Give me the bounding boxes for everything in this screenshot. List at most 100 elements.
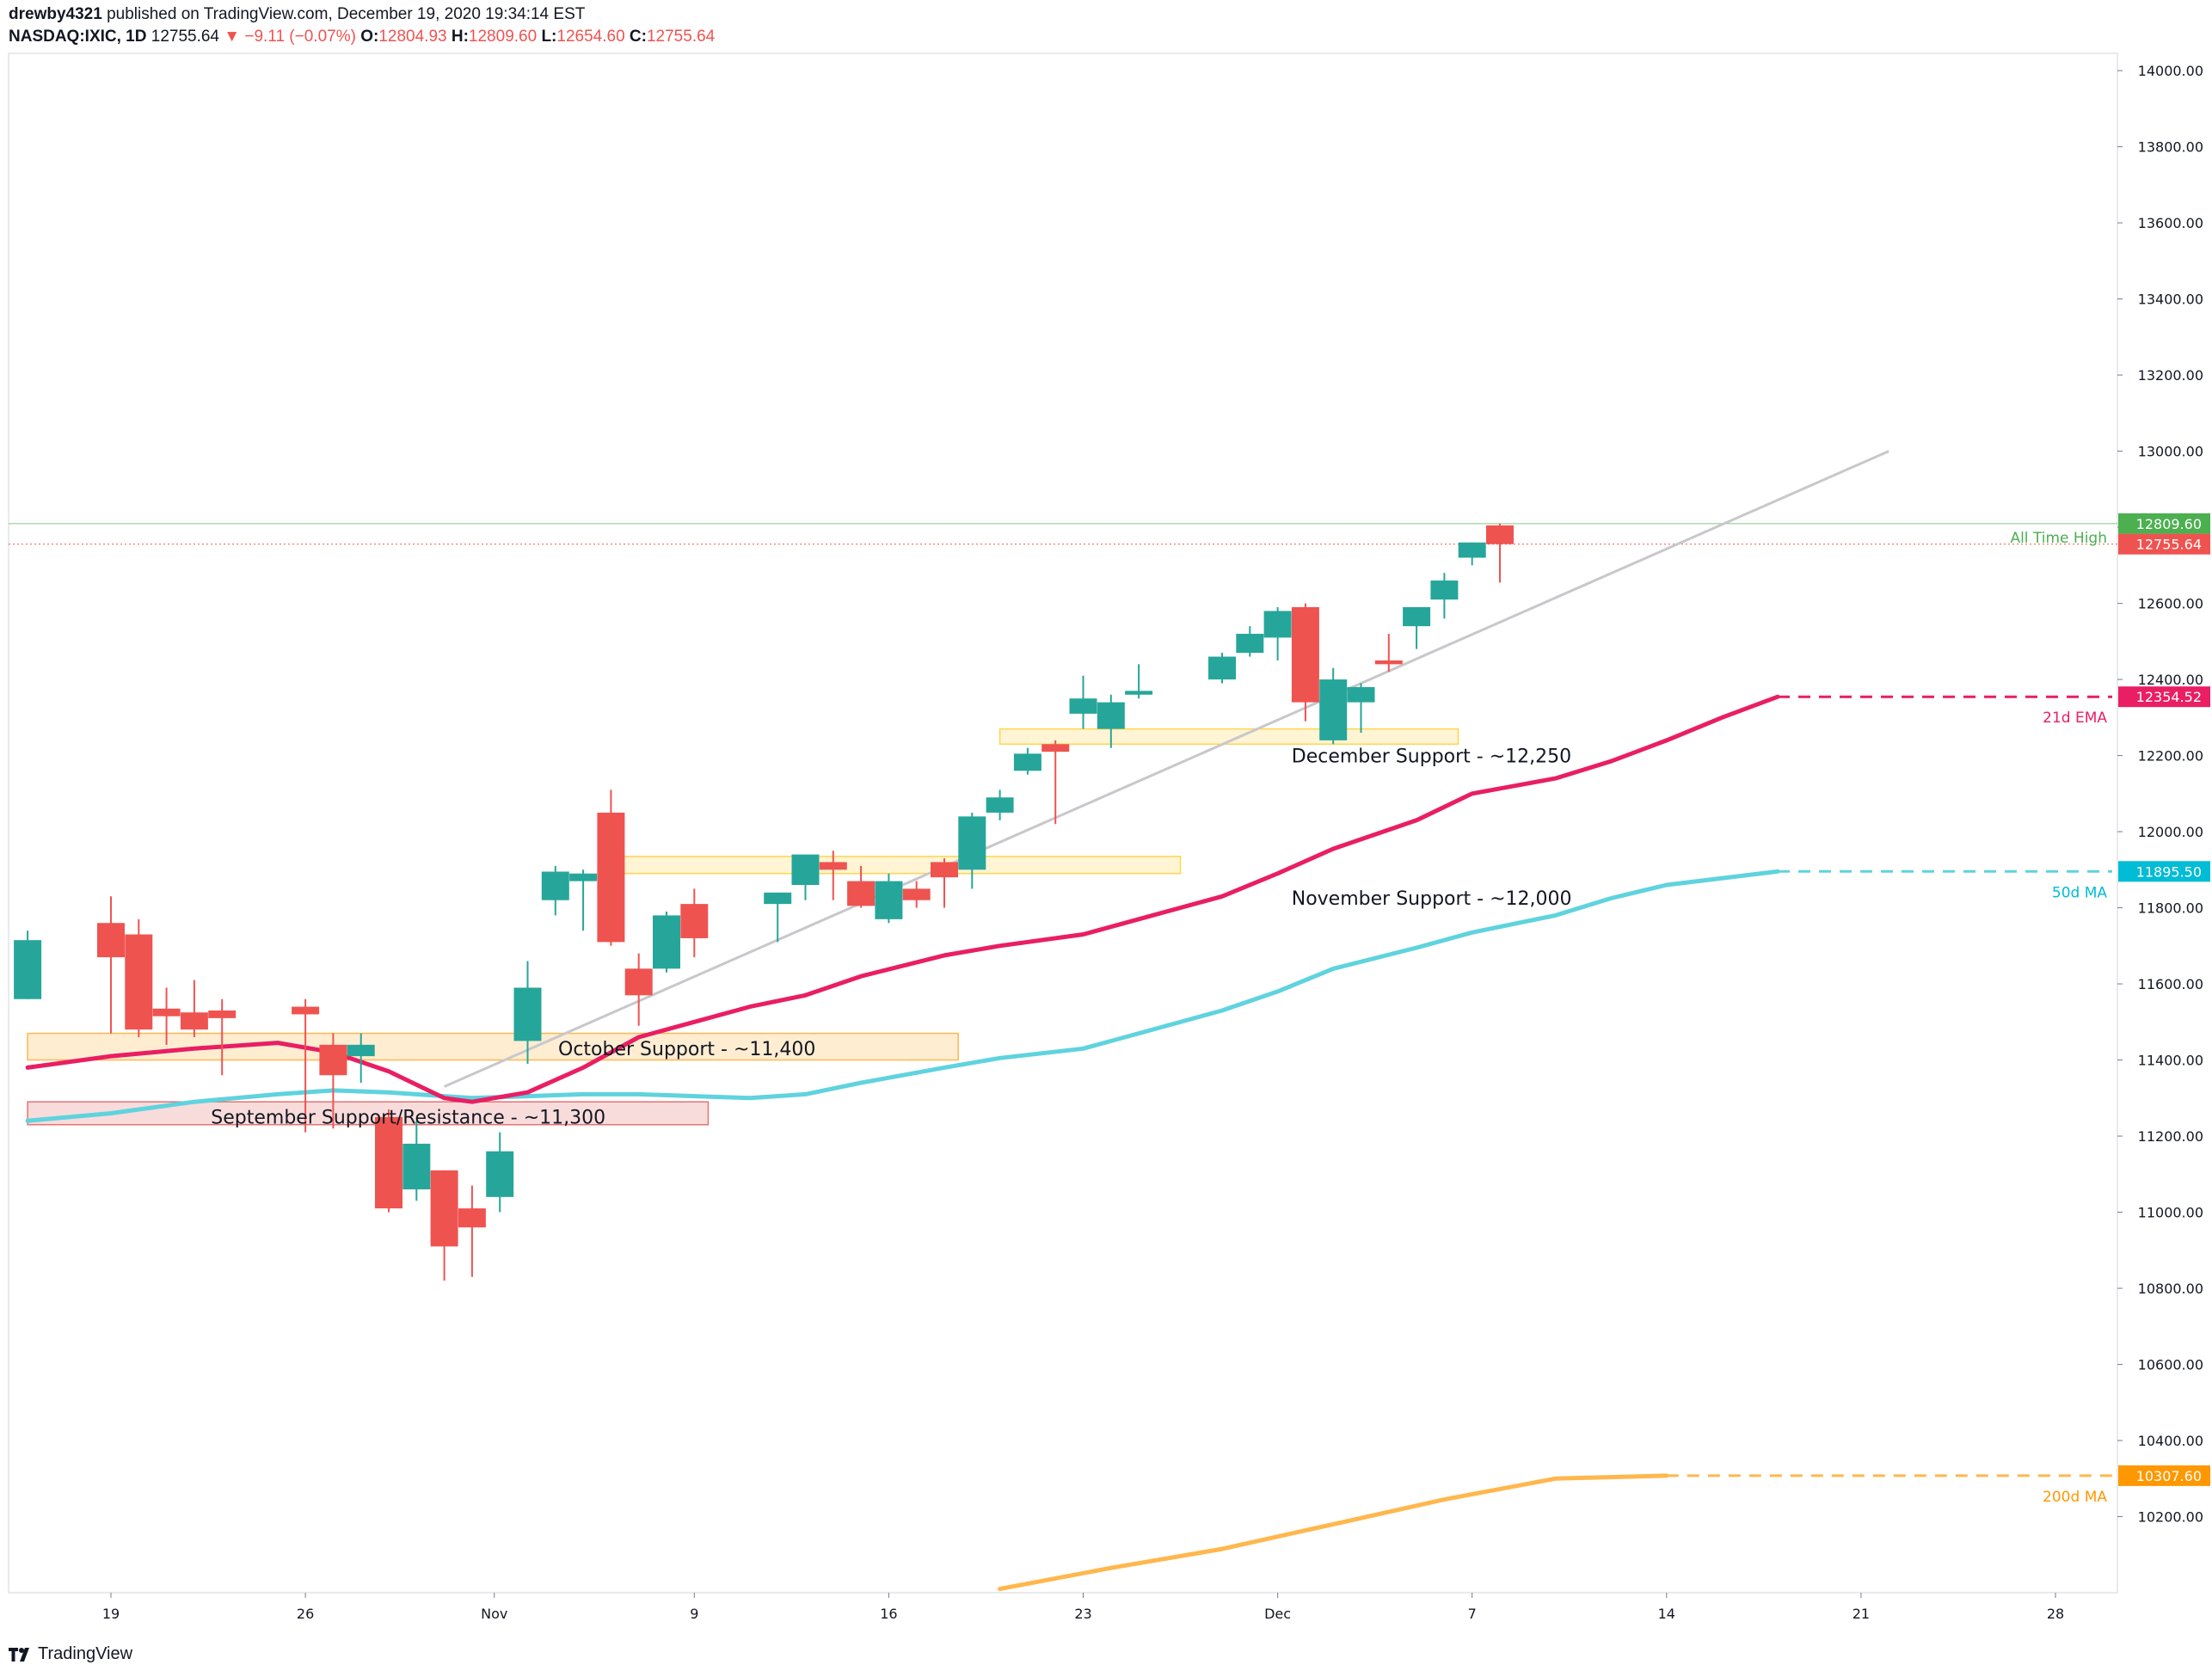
price-tick-label: 12200.00 [2138, 748, 2203, 765]
price-tick-label: 11800.00 [2138, 900, 2203, 917]
price-tick-label: 10400.00 [2138, 1433, 2203, 1449]
level-name-label: 21d EMA [2043, 710, 2107, 727]
plot-frame [8, 52, 2118, 1594]
candle-body[interactable] [319, 1044, 347, 1076]
candle-body[interactable] [402, 1143, 431, 1189]
price-tick-label: 12600.00 [2138, 596, 2203, 612]
candle-body[interactable] [347, 1044, 375, 1057]
tradingview-logo[interactable]: TradingView [7, 1639, 132, 1668]
candle-body[interactable] [1458, 542, 1486, 558]
symbol-label[interactable]: NASDAQ:IXIC, 1D [9, 28, 147, 46]
candle-body[interactable] [680, 904, 709, 938]
candle-body[interactable] [1041, 744, 1070, 752]
ma200-line [998, 1473, 1669, 1592]
candle-body[interactable] [14, 940, 42, 999]
candle-body[interactable] [208, 1010, 237, 1018]
price-tick-label: 12000.00 [2138, 824, 2203, 840]
price-tick-label: 13800.00 [2138, 139, 2203, 156]
time-tick-label: 9 [690, 1606, 698, 1622]
candle-body[interactable] [1263, 611, 1292, 638]
candle-body[interactable] [1291, 607, 1319, 703]
open-label: O: [360, 28, 379, 46]
ma50-line [25, 869, 1780, 1123]
price-tick-label: 11200.00 [2138, 1128, 2203, 1145]
price-tick-label: 10800.00 [2138, 1281, 2203, 1297]
candle-body[interactable] [430, 1170, 458, 1247]
candle-body[interactable] [1097, 702, 1125, 729]
candle-body[interactable] [152, 1008, 181, 1017]
candle-body[interactable] [791, 854, 820, 886]
candle-body[interactable] [847, 881, 876, 906]
time-tick-label: Dec [1264, 1606, 1291, 1622]
candle-body[interactable] [1208, 656, 1236, 680]
candle-body[interactable] [597, 812, 625, 943]
candle-body[interactable] [513, 987, 542, 1041]
candle-body[interactable] [180, 1012, 208, 1030]
zone-label: November Support - ~12,000 [1292, 888, 1572, 910]
candle-body[interactable] [125, 934, 153, 1030]
candle-body[interactable] [1486, 525, 1514, 544]
candle-body[interactable] [1430, 580, 1459, 600]
candle-body[interactable] [931, 862, 958, 878]
tradingview-wordmark: TradingView [38, 1643, 133, 1663]
candle-body[interactable] [624, 968, 653, 996]
price-tick-label: 14000.00 [2138, 63, 2203, 79]
candle-body[interactable] [1403, 607, 1431, 627]
support-zone [610, 856, 1182, 875]
candle-body[interactable] [1319, 679, 1348, 740]
candle-body[interactable] [292, 1006, 320, 1015]
price-change: ▼ −9.11 (−0.07%) [224, 28, 356, 46]
trendline [443, 450, 1889, 1088]
author-name[interactable]: drewby4321 [9, 5, 102, 23]
candle-body[interactable] [569, 873, 598, 882]
candle-body[interactable] [902, 888, 931, 900]
time-tick-label: 26 [297, 1606, 314, 1622]
last-price: 12755.64 [151, 28, 219, 46]
time-tick-label: 28 [2047, 1606, 2064, 1622]
candle-body[interactable] [1013, 753, 1041, 771]
level-name-label: 200d MA [2043, 1489, 2107, 1506]
candle-body[interactable] [1347, 686, 1375, 703]
zone-label: December Support - ~12,250 [1292, 746, 1571, 767]
candle-body[interactable] [1236, 633, 1264, 654]
price-tick-label: 13200.00 [2138, 367, 2203, 384]
zone-label: September Support/Resistance - ~11,300 [211, 1107, 605, 1128]
price-badge-label: 10307.60 [2136, 1468, 2202, 1484]
candle-body[interactable] [875, 881, 903, 919]
price-tick-label: 13600.00 [2138, 215, 2203, 231]
candle-body[interactable] [764, 892, 792, 905]
high-value: 12809.60 [468, 28, 538, 46]
candle-body[interactable] [541, 871, 569, 900]
candle-body[interactable] [97, 923, 125, 958]
zone-label: October Support - ~11,400 [558, 1039, 815, 1060]
candle-body[interactable] [458, 1208, 486, 1228]
tradingview-icon [9, 1648, 29, 1662]
price-badge [2118, 1465, 2210, 1486]
candle-body[interactable] [1125, 691, 1153, 695]
low-value: 12654.60 [556, 28, 625, 46]
publish-info: drewby4321 published on TradingView.com,… [9, 5, 585, 24]
candle-body[interactable] [653, 915, 680, 969]
time-tick-label: 23 [1074, 1606, 1091, 1622]
price-tick-label: 11000.00 [2138, 1205, 2203, 1221]
price-badge-label: 12354.52 [2136, 689, 2202, 705]
candle-body[interactable] [1069, 698, 1097, 714]
time-tick-label: 16 [880, 1606, 897, 1622]
candle-body[interactable] [375, 1116, 402, 1209]
candle-body[interactable] [958, 816, 986, 870]
candle-body[interactable] [819, 862, 847, 870]
candle-body[interactable] [1374, 660, 1403, 665]
low-label: L: [541, 28, 557, 46]
price-tick-label: 10200.00 [2138, 1509, 2203, 1526]
high-label: H: [451, 28, 469, 46]
level-name-label: 50d MA [2052, 884, 2107, 901]
price-badge-label: 12755.64 [2136, 537, 2202, 553]
level-name-label: All Time High [2010, 530, 2107, 547]
support-zone [27, 1101, 710, 1126]
close-label: C: [629, 28, 647, 46]
price-tick-label: 13400.00 [2138, 292, 2203, 308]
candle-body[interactable] [486, 1151, 514, 1197]
candle-body[interactable] [986, 797, 1014, 813]
time-tick-label: 7 [1468, 1606, 1477, 1622]
